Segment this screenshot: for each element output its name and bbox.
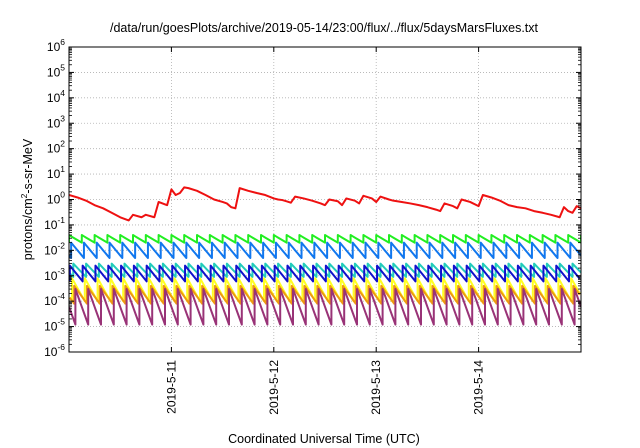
series-group xyxy=(69,186,581,326)
series-line-7 xyxy=(69,284,581,305)
y-tick-label: 106 xyxy=(47,37,65,54)
y-axis-label-post: -s-sr-MeV xyxy=(21,138,35,194)
y-tick-label: 100 xyxy=(47,190,65,207)
x-tick-label: 2019-5-11 xyxy=(164,360,178,414)
series-line-3 xyxy=(69,241,581,259)
y-tick-label: 105 xyxy=(47,62,65,79)
y-tick-label: 10-4 xyxy=(44,291,65,308)
y-axis-label: protons/cm2-s-sr-MeV xyxy=(19,138,35,260)
y-tick-label: 10-1 xyxy=(44,215,65,232)
y-axis: 10-6 10-5 10-4 10-3 10-2 10-1 100 101 102 103 104 1… xyxy=(44,37,581,359)
y-tick-label: 10-6 xyxy=(44,342,65,359)
x-tick-label: 2019-5-14 xyxy=(472,360,486,415)
y-tick-label: 103 xyxy=(47,113,65,130)
series-line-1 xyxy=(69,186,581,222)
y-tick-label: 10-3 xyxy=(44,266,65,283)
y-axis-label-sup: 2 xyxy=(19,193,29,198)
x-tick-label: 2019-5-12 xyxy=(267,360,281,415)
y-tick-label: 10-5 xyxy=(44,317,65,334)
x-axis: 2019-5-11 2019-5-12 2019-5-13 2019-5-14 xyxy=(164,47,486,415)
series-line-8 xyxy=(69,288,581,326)
chart-title: /data/run/goesPlots/archive/2019-05-14/2… xyxy=(110,21,539,35)
y-axis-label-pre: protons/cm xyxy=(21,198,35,260)
series-line-2 xyxy=(69,234,581,244)
y-tick-label: 101 xyxy=(47,164,65,181)
y-tick-label: 102 xyxy=(47,139,65,156)
x-tick-label: 2019-5-13 xyxy=(369,360,383,415)
x-axis-label: Coordinated Universal Time (UTC) xyxy=(228,432,420,446)
y-tick-label: 10-2 xyxy=(44,240,65,257)
series-line-5 xyxy=(69,264,581,283)
y-tick-label: 104 xyxy=(47,88,65,105)
